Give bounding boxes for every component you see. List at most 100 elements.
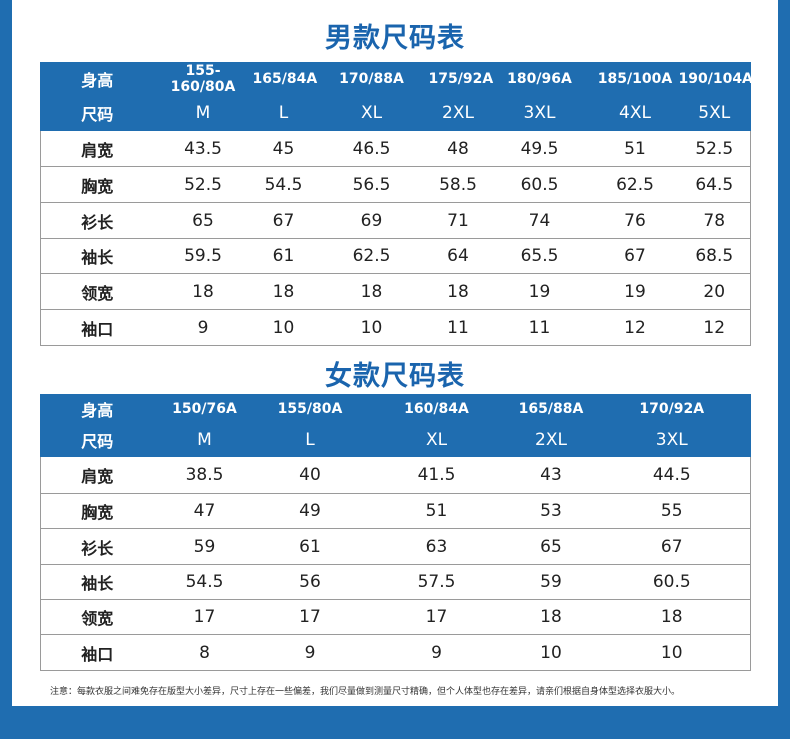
height-cell: 190/104A [678, 62, 753, 96]
measurement-value: 71 [428, 202, 488, 239]
size-cell: 2XL [428, 95, 488, 131]
measurement-value: 60.5 [593, 564, 751, 600]
measurement-value: 17 [153, 599, 256, 635]
height-cell: 180/96A [487, 62, 592, 96]
measurement-value: 53 [508, 493, 594, 529]
measurement-value: 78 [678, 202, 751, 239]
measurement-value: 54.5 [252, 166, 315, 203]
measurement-label: 袖长 [40, 238, 154, 274]
measurement-value: 9 [364, 634, 509, 671]
size-cell: 2XL [508, 422, 594, 457]
measurement-label: 袖长 [40, 564, 154, 600]
measurement-row: 胸宽 47 49 51 53 55 [40, 493, 751, 529]
measurement-value: 18 [508, 599, 594, 635]
size-cell: 4XL [591, 95, 679, 131]
size-cell: XL [364, 422, 509, 457]
measurement-value: 18 [153, 273, 253, 310]
measurement-value: 65 [508, 528, 594, 565]
measurement-value: 18 [252, 273, 315, 310]
measurement-value: 60.5 [487, 166, 592, 203]
height-cell: 150/76A [153, 394, 256, 423]
size-header-row: 尺码 M L XL 2XL 3XL 4XL 5XL [40, 95, 751, 131]
measurement-value: 18 [314, 273, 429, 310]
measurement-value: 59.5 [153, 238, 253, 274]
measurement-value: 64.5 [678, 166, 751, 203]
measurement-value: 38.5 [153, 456, 256, 494]
measurement-value: 63 [364, 528, 509, 565]
measurement-value: 10 [593, 634, 751, 671]
measurement-label: 袖口 [40, 309, 154, 346]
height-cell: 165/88A [508, 394, 594, 423]
women-size-chart-title: 女款尺码表 [325, 361, 465, 392]
measurement-value: 64 [428, 238, 488, 274]
measurement-value: 8 [153, 634, 256, 671]
size-label: 尺码 [40, 95, 154, 131]
measurement-value: 54.5 [153, 564, 256, 600]
measurement-value: 74 [487, 202, 592, 239]
measurement-value: 47 [153, 493, 256, 529]
height-header-row: 身高 150/76A 155/80A 160/84A 165/88A 170/92A [40, 394, 751, 423]
measurement-value: 49 [255, 493, 365, 529]
size-cell: XL [314, 95, 429, 131]
men-size-table: 身高 155-160/80A 165/84A 170/88A 175/92A 180/96… [40, 62, 753, 346]
measurement-value: 48 [428, 130, 488, 167]
measurement-row: 领宽 18 18 18 18 19 19 20 [40, 273, 751, 310]
height-cell: 160/84A [364, 394, 509, 423]
measurement-value: 20 [678, 273, 751, 310]
height-header-row: 身高 155-160/80A 165/84A 170/88A 175/92A 180/96… [40, 62, 753, 96]
size-cell: L [255, 422, 365, 457]
measurement-row: 袖长 54.5 56 57.5 59 60.5 [40, 564, 751, 600]
size-header-row: 尺码 M L XL 2XL 3XL [40, 422, 751, 457]
measurement-value: 12 [591, 309, 679, 346]
measurement-label: 肩宽 [40, 456, 154, 494]
measurement-row: 衫长 65 67 69 71 74 76 78 [40, 202, 751, 239]
measurement-value: 10 [252, 309, 315, 346]
measurement-row: 领宽 17 17 17 18 18 [40, 599, 751, 635]
size-cell: 5XL [678, 95, 751, 131]
height-label: 身高 [40, 394, 154, 423]
measurement-value: 67 [252, 202, 315, 239]
measurement-row: 袖口 9 10 10 11 11 12 12 [40, 309, 751, 346]
measurement-value: 61 [252, 238, 315, 274]
measurement-value: 11 [428, 309, 488, 346]
measurement-value: 51 [364, 493, 509, 529]
measurement-value: 46.5 [314, 130, 429, 167]
measurement-value: 43.5 [153, 130, 253, 167]
size-note: 注意：每款衣服之间难免存在版型大小差异，尺寸上存在一些偏差，我们尽量做到测量尺寸… [50, 687, 681, 697]
size-cell: M [153, 95, 253, 131]
measurement-value: 45 [252, 130, 315, 167]
measurement-value: 56 [255, 564, 365, 600]
measurement-value: 49.5 [487, 130, 592, 167]
measurement-value: 19 [591, 273, 679, 310]
height-cell: 165/84A [252, 62, 317, 96]
measurement-value: 17 [364, 599, 509, 635]
measurement-value: 62.5 [314, 238, 429, 274]
women-size-table: 身高 150/76A 155/80A 160/84A 165/88A 170/92A 尺码 M… [40, 394, 751, 671]
measurement-value: 58.5 [428, 166, 488, 203]
measurement-row: 胸宽 52.5 54.5 56.5 58.5 60.5 62.5 64.5 [40, 166, 751, 203]
measurement-value: 55 [593, 493, 751, 529]
measurement-value: 65 [153, 202, 253, 239]
measurement-label: 衫长 [40, 202, 154, 239]
measurement-label: 胸宽 [40, 166, 154, 203]
measurement-value: 57.5 [364, 564, 509, 600]
height-cell: 155-160/80A [153, 62, 253, 96]
height-cell: 155/80A [255, 394, 365, 423]
height-cell: 170/88A [314, 62, 429, 96]
measurement-value: 40 [255, 456, 365, 494]
measurement-value: 9 [255, 634, 365, 671]
measurement-value: 41.5 [364, 456, 509, 494]
measurement-label: 领宽 [40, 273, 154, 310]
measurement-value: 11 [487, 309, 592, 346]
measurement-label: 袖口 [40, 634, 154, 671]
measurement-value: 59 [508, 564, 594, 600]
height-label: 身高 [40, 62, 154, 96]
height-cell: 185/100A [591, 62, 679, 96]
height-cell: 170/92A [593, 394, 751, 423]
measurement-value: 61 [255, 528, 365, 565]
men-size-chart-title: 男款尺码表 [325, 23, 465, 54]
measurement-value: 19 [487, 273, 592, 310]
measurement-row: 肩宽 43.5 45 46.5 48 49.5 51 52.5 [40, 130, 751, 167]
measurement-value: 9 [153, 309, 253, 346]
